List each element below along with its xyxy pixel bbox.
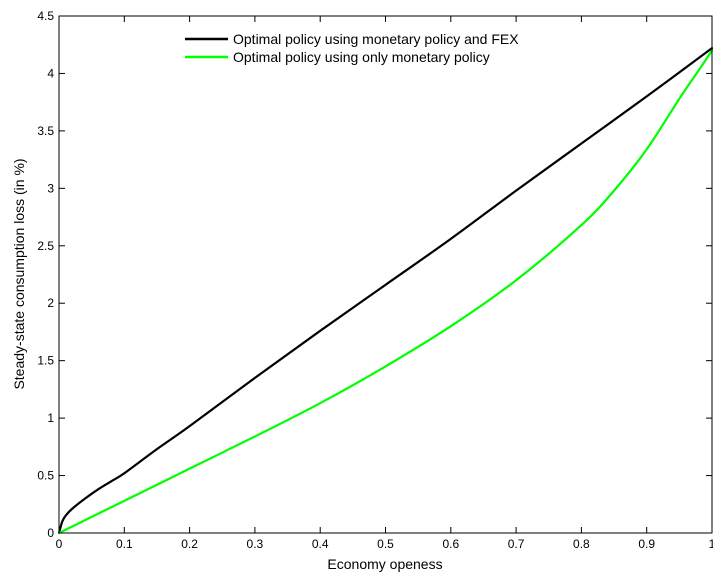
- x-tick-label: 1: [709, 537, 713, 551]
- y-tick-label: 0.5: [37, 469, 54, 483]
- y-tick-label: 4.5: [37, 9, 54, 23]
- x-tick-label: 0.3: [247, 537, 264, 551]
- y-tick-label: 2.5: [37, 239, 54, 253]
- y-tick-label: 2: [47, 296, 54, 310]
- y-tick-label: 3.5: [37, 124, 54, 138]
- y-tick-label: 3: [47, 181, 54, 195]
- x-tick-label: 0.2: [181, 537, 198, 551]
- x-tick-label: 0.6: [442, 537, 459, 551]
- y-axis-label: Steady-state consumption loss (in %): [11, 158, 27, 389]
- series-lines: [57, 47, 713, 535]
- legend-entry-fex: Optimal policy using monetary policy and…: [233, 31, 519, 47]
- y-tick-label: 4: [47, 66, 54, 80]
- x-tick-label: 0.1: [116, 537, 133, 551]
- series-line-fex: [57, 47, 713, 535]
- y-tick-label: 0: [47, 526, 54, 540]
- tick-labels: 0 0.1 0.2 0.3 0.4 0.5 0.6 0.7 0.8 0.9 1 0 0.5 1 1.5 2 2.…: [37, 9, 713, 551]
- x-tick-label: 0.8: [573, 537, 590, 551]
- x-tick-label: 0: [56, 537, 63, 551]
- axis-ticks: [58, 15, 713, 534]
- legend: Optimal policy using monetary policy and…: [185, 31, 519, 65]
- x-tick-label: 0.5: [377, 537, 394, 551]
- legend-entry-monetary-only: Optimal policy using only monetary polic…: [233, 49, 490, 65]
- plot-frame: [58, 15, 713, 534]
- x-axis-label: Economy openess: [327, 556, 442, 572]
- x-tick-label: 0.9: [638, 537, 655, 551]
- y-tick-label: 1: [47, 411, 54, 425]
- y-tick-label: 1.5: [37, 354, 54, 368]
- series-line-monetary-only: [57, 49, 713, 535]
- x-tick-label: 0.7: [508, 537, 525, 551]
- x-tick-label: 0.4: [312, 537, 329, 551]
